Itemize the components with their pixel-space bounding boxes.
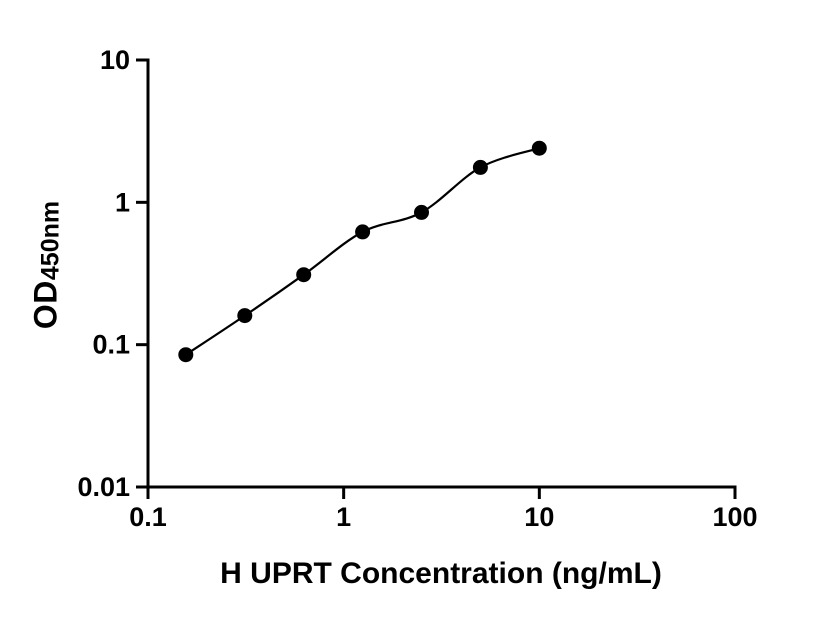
y-tick-label: 10 — [100, 45, 130, 75]
y-axis-title-sub: 450nm — [36, 200, 65, 281]
data-point — [237, 308, 253, 324]
y-tick-label: 0.01 — [77, 472, 130, 502]
data-point — [296, 267, 312, 283]
data-point — [178, 347, 194, 363]
y-tick-label: 1 — [115, 187, 130, 217]
x-tick-label: 100 — [712, 502, 757, 532]
x-axis-title: H UPRT Concentration (ng/mL) — [220, 557, 662, 590]
fit-curve — [185, 147, 540, 356]
x-tick-label: 10 — [524, 502, 554, 532]
y-axis-title: OD450nm — [28, 201, 65, 329]
data-point — [531, 140, 547, 156]
x-tick-label: 1 — [336, 502, 351, 532]
y-tick-label: 0.1 — [92, 330, 130, 360]
x-tick-label: 0.1 — [129, 502, 167, 532]
data-point — [472, 159, 488, 175]
axes-spines — [146, 58, 737, 489]
data-point — [355, 224, 371, 240]
data-point — [414, 204, 429, 220]
y-axis-title-main: OD — [27, 280, 64, 330]
